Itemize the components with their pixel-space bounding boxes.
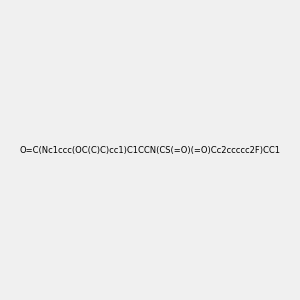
Text: O=C(Nc1ccc(OC(C)C)cc1)C1CCN(CS(=O)(=O)Cc2ccccc2F)CC1: O=C(Nc1ccc(OC(C)C)cc1)C1CCN(CS(=O)(=O)Cc… [20, 146, 281, 154]
